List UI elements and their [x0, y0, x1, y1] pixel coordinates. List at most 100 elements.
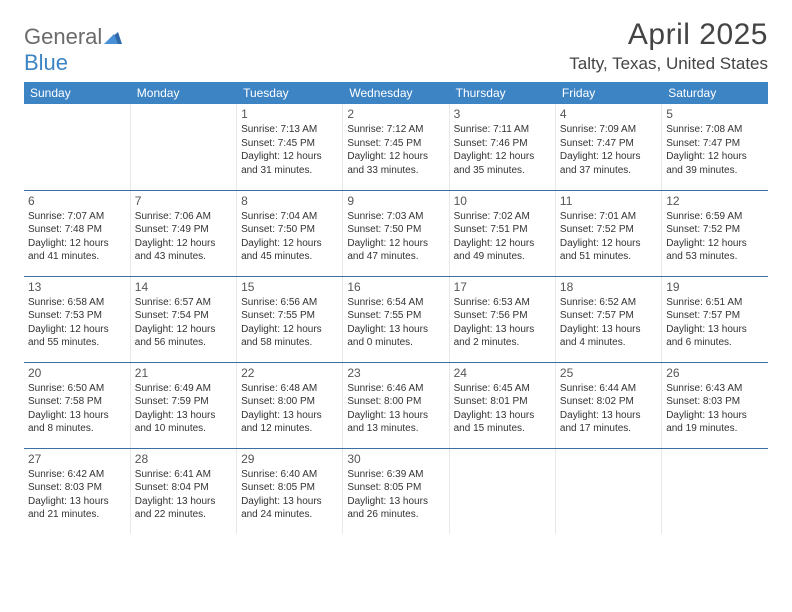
day-header: Saturday — [662, 82, 768, 104]
day-info: Sunrise: 6:58 AMSunset: 7:53 PMDaylight:… — [28, 296, 126, 350]
brand-logo: GeneralBlue — [24, 24, 122, 76]
brand-part1: General — [24, 24, 102, 49]
day-number: 27 — [28, 452, 126, 466]
calendar-day-cell: 15Sunrise: 6:56 AMSunset: 7:55 PMDayligh… — [237, 276, 343, 362]
day-info: Sunrise: 7:07 AMSunset: 7:48 PMDaylight:… — [28, 210, 126, 264]
day-number: 24 — [454, 366, 551, 380]
day-number: 18 — [560, 280, 657, 294]
day-header: Tuesday — [237, 82, 343, 104]
calendar-week-row: 1 Sunrise: 7:13 AMSunset: 7:45 PMDaylight… — [24, 104, 768, 190]
calendar-day-cell: 14 Sunrise: 6:57 AMSunset: 7:54 PMDayligh… — [130, 276, 236, 362]
calendar-empty-cell — [662, 448, 768, 534]
calendar-day-cell: 9 Sunrise: 7:03 AMSunset: 7:50 PMDaylight… — [343, 190, 449, 276]
calendar-day-cell: 25Sunrise: 6:44 AMSunset: 8:02 PMDayligh… — [555, 362, 661, 448]
day-number: 19 — [666, 280, 764, 294]
brand-part2: Blue — [24, 50, 68, 75]
calendar-day-cell: 2 Sunrise: 7:12 AMSunset: 7:45 PMDaylight… — [343, 104, 449, 190]
calendar-day-cell: 13 Sunrise: 6:58 AMSunset: 7:53 PMDayligh… — [24, 276, 130, 362]
day-info: Sunrise: 7:12 AMSunset: 7:45 PMDaylight:… — [347, 123, 444, 177]
calendar-day-cell: 6 Sunrise: 7:07 AMSunset: 7:48 PMDaylight… — [24, 190, 130, 276]
day-number: 30 — [347, 452, 444, 466]
calendar-day-cell: 8Sunrise: 7:04 AMSunset: 7:50 PMDaylight… — [237, 190, 343, 276]
day-info: Sunrise: 7:08 AMSunset: 7:47 PMDaylight:… — [666, 123, 764, 177]
calendar-day-cell: 21 Sunrise: 6:49 AMSunset: 7:59 PMDayligh… — [130, 362, 236, 448]
calendar-header-row: SundayMondayTuesdayWednesdayThursdayFrid… — [24, 82, 768, 104]
calendar-day-cell: 17 Sunrise: 6:53 AMSunset: 7:56 PMDayligh… — [449, 276, 555, 362]
title-block: April 2025 Talty, Texas, United States — [569, 18, 768, 74]
calendar-week-row: 27 Sunrise: 6:42 AMSunset: 8:03 PMDayligh… — [24, 448, 768, 534]
day-number: 5 — [666, 107, 764, 121]
day-number: 6 — [28, 194, 126, 208]
location-text: Talty, Texas, United States — [569, 54, 768, 74]
calendar-day-cell: 20Sunrise: 6:50 AMSunset: 7:58 PMDayligh… — [24, 362, 130, 448]
day-info: Sunrise: 7:03 AMSunset: 7:50 PMDaylight:… — [347, 210, 444, 264]
day-number: 21 — [135, 366, 232, 380]
calendar-day-cell: 19 Sunrise: 6:51 AMSunset: 7:57 PMDayligh… — [662, 276, 768, 362]
calendar-day-cell: 22 Sunrise: 6:48 AMSunset: 8:00 PMDayligh… — [237, 362, 343, 448]
day-number: 22 — [241, 366, 338, 380]
day-header: Sunday — [24, 82, 130, 104]
day-info: Sunrise: 7:04 AMSunset: 7:50 PMDaylight:… — [241, 210, 338, 264]
day-info: Sunrise: 6:48 AMSunset: 8:00 PMDaylight:… — [241, 382, 338, 436]
day-info: Sunrise: 6:40 AMSunset: 8:05 PMDaylight:… — [241, 468, 338, 522]
day-info: Sunrise: 7:09 AMSunset: 7:47 PMDaylight:… — [560, 123, 657, 177]
day-header: Monday — [130, 82, 236, 104]
day-number: 25 — [560, 366, 657, 380]
day-info: Sunrise: 7:11 AMSunset: 7:46 PMDaylight:… — [454, 123, 551, 177]
calendar-day-cell: 18 Sunrise: 6:52 AMSunset: 7:57 PMDayligh… — [555, 276, 661, 362]
day-info: Sunrise: 6:53 AMSunset: 7:56 PMDaylight:… — [454, 296, 551, 350]
calendar-day-cell: 30 Sunrise: 6:39 AMSunset: 8:05 PMDayligh… — [343, 448, 449, 534]
calendar-day-cell: 4 Sunrise: 7:09 AMSunset: 7:47 PMDaylight… — [555, 104, 661, 190]
day-number: 26 — [666, 366, 764, 380]
day-info: Sunrise: 6:41 AMSunset: 8:04 PMDaylight:… — [135, 468, 232, 522]
day-number: 16 — [347, 280, 444, 294]
month-title: April 2025 — [569, 18, 768, 52]
calendar-week-row: 13 Sunrise: 6:58 AMSunset: 7:53 PMDayligh… — [24, 276, 768, 362]
day-number: 11 — [560, 194, 657, 208]
day-number: 14 — [135, 280, 232, 294]
calendar-body: 1 Sunrise: 7:13 AMSunset: 7:45 PMDaylight… — [24, 104, 768, 534]
calendar-day-cell: 23Sunrise: 6:46 AMSunset: 8:00 PMDayligh… — [343, 362, 449, 448]
calendar-empty-cell — [24, 104, 130, 190]
calendar-day-cell: 12 Sunrise: 6:59 AMSunset: 7:52 PMDayligh… — [662, 190, 768, 276]
day-info: Sunrise: 6:39 AMSunset: 8:05 PMDaylight:… — [347, 468, 444, 522]
day-info: Sunrise: 6:43 AMSunset: 8:03 PMDaylight:… — [666, 382, 764, 436]
calendar-week-row: 20Sunrise: 6:50 AMSunset: 7:58 PMDayligh… — [24, 362, 768, 448]
day-info: Sunrise: 6:56 AMSunset: 7:55 PMDaylight:… — [241, 296, 338, 350]
day-number: 23 — [347, 366, 444, 380]
day-number: 1 — [241, 107, 338, 121]
day-number: 7 — [135, 194, 232, 208]
day-info: Sunrise: 6:54 AMSunset: 7:55 PMDaylight:… — [347, 296, 444, 350]
day-info: Sunrise: 6:59 AMSunset: 7:52 PMDaylight:… — [666, 210, 764, 264]
day-info: Sunrise: 6:45 AMSunset: 8:01 PMDaylight:… — [454, 382, 551, 436]
day-info: Sunrise: 7:01 AMSunset: 7:52 PMDaylight:… — [560, 210, 657, 264]
calendar-table: SundayMondayTuesdayWednesdayThursdayFrid… — [24, 82, 768, 534]
day-info: Sunrise: 7:13 AMSunset: 7:45 PMDaylight:… — [241, 123, 338, 177]
calendar-week-row: 6 Sunrise: 7:07 AMSunset: 7:48 PMDaylight… — [24, 190, 768, 276]
day-header: Thursday — [449, 82, 555, 104]
calendar-day-cell: 5 Sunrise: 7:08 AMSunset: 7:47 PMDaylight… — [662, 104, 768, 190]
day-number: 4 — [560, 107, 657, 121]
day-info: Sunrise: 6:50 AMSunset: 7:58 PMDaylight:… — [28, 382, 126, 436]
calendar-day-cell: 28 Sunrise: 6:41 AMSunset: 8:04 PMDayligh… — [130, 448, 236, 534]
day-info: Sunrise: 6:51 AMSunset: 7:57 PMDaylight:… — [666, 296, 764, 350]
day-info: Sunrise: 6:52 AMSunset: 7:57 PMDaylight:… — [560, 296, 657, 350]
calendar-empty-cell — [449, 448, 555, 534]
day-info: Sunrise: 7:06 AMSunset: 7:49 PMDaylight:… — [135, 210, 232, 264]
day-info: Sunrise: 6:49 AMSunset: 7:59 PMDaylight:… — [135, 382, 232, 436]
calendar-empty-cell — [130, 104, 236, 190]
calendar-day-cell: 24 Sunrise: 6:45 AMSunset: 8:01 PMDayligh… — [449, 362, 555, 448]
brand-text: GeneralBlue — [24, 24, 122, 76]
day-number: 2 — [347, 107, 444, 121]
day-number: 12 — [666, 194, 764, 208]
day-info: Sunrise: 6:57 AMSunset: 7:54 PMDaylight:… — [135, 296, 232, 350]
day-number: 28 — [135, 452, 232, 466]
day-info: Sunrise: 6:42 AMSunset: 8:03 PMDaylight:… — [28, 468, 126, 522]
day-header: Friday — [555, 82, 661, 104]
day-number: 13 — [28, 280, 126, 294]
calendar-day-cell: 11 Sunrise: 7:01 AMSunset: 7:52 PMDayligh… — [555, 190, 661, 276]
day-number: 29 — [241, 452, 338, 466]
day-number: 17 — [454, 280, 551, 294]
day-number: 10 — [454, 194, 551, 208]
day-number: 9 — [347, 194, 444, 208]
